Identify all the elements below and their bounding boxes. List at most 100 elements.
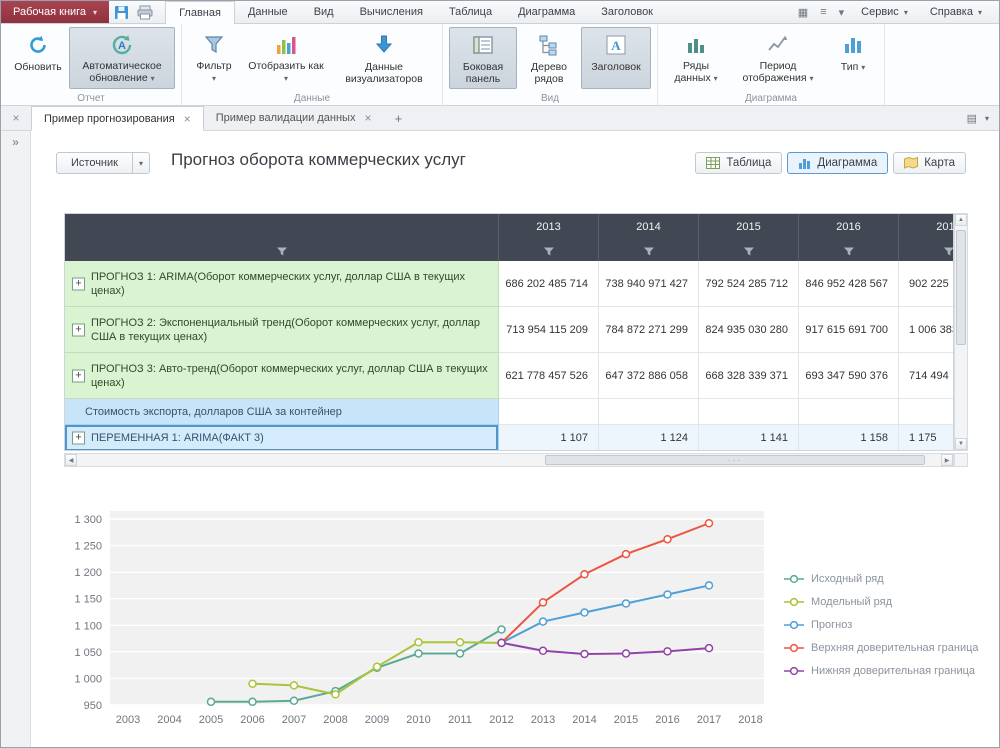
- document-tab[interactable]: Пример прогнозирования ×: [31, 106, 204, 131]
- filter-icon[interactable]: [943, 247, 954, 256]
- save-button[interactable]: [109, 1, 133, 23]
- filter-icon[interactable]: [543, 247, 554, 256]
- horizontal-scroll-thumb[interactable]: ···: [545, 455, 925, 465]
- vertical-scroll-thumb[interactable]: [956, 230, 966, 345]
- chevron-down-icon[interactable]: ▾: [131, 153, 149, 173]
- print-preview-button[interactable]: [133, 1, 157, 23]
- filter-icon[interactable]: [276, 247, 287, 256]
- data-series-button[interactable]: Ряды данных ▾: [664, 27, 728, 89]
- scroll-up-button[interactable]: ▲: [955, 214, 967, 226]
- workbook-menu-button[interactable]: Рабочая книга ▾: [1, 1, 110, 23]
- refresh-button[interactable]: Обновить: [7, 27, 69, 89]
- row-label-cell[interactable]: + ПРОГНОЗ 1: ARIMA(Оборот коммерческих ус…: [65, 261, 499, 307]
- table-cell[interactable]: 1 107: [499, 425, 599, 450]
- ribbon-tab[interactable]: Заголовок: [601, 6, 653, 18]
- menu-help[interactable]: Справка ▾: [929, 6, 982, 18]
- scroll-right-button[interactable]: ▶: [941, 454, 953, 466]
- scroll-left-button[interactable]: ◀: [65, 454, 77, 466]
- chart-type-button[interactable]: Тип ▾: [828, 27, 878, 89]
- legend-marker-icon: [784, 574, 804, 583]
- column-header[interactable]: 2013: [499, 214, 599, 261]
- table-cell[interactable]: 824 935 030 280: [699, 307, 799, 353]
- chevron-down-icon[interactable]: ▾: [984, 113, 989, 123]
- menu-service[interactable]: Сервис ▾: [861, 6, 908, 18]
- column-header[interactable]: 2017: [899, 214, 954, 261]
- view-map-button[interactable]: Карта: [893, 152, 966, 174]
- display-as-button[interactable]: Отобразить как ▾: [240, 27, 332, 89]
- table-cell[interactable]: 784 872 271 299: [599, 307, 699, 353]
- layout-grid-icon[interactable]: ▦: [797, 6, 809, 19]
- scroll-down-button[interactable]: ▼: [955, 438, 967, 450]
- expand-icon[interactable]: +: [72, 369, 85, 382]
- table-cell[interactable]: 647 372 886 058: [599, 353, 699, 399]
- table-cell[interactable]: 621 778 457 526: [499, 353, 599, 399]
- row-label-cell[interactable]: + ПЕРЕМЕННАЯ 1: ARIMA(ФАКТ 3): [65, 425, 499, 450]
- table-corner-header[interactable]: [65, 214, 499, 261]
- table-cell[interactable]: 693 347 590 376: [799, 353, 899, 399]
- table-cell[interactable]: 738 940 971 427: [599, 261, 699, 307]
- expand-icon[interactable]: +: [72, 323, 85, 336]
- expand-panel-icon[interactable]: »: [12, 135, 19, 149]
- table-cell[interactable]: 713 954 115 209: [499, 307, 599, 353]
- filter-icon[interactable]: [743, 247, 754, 256]
- series-tree-button[interactable]: Дерево рядов: [517, 27, 581, 89]
- close-tab-icon[interactable]: ×: [364, 111, 372, 125]
- display-period-button[interactable]: Период отображения ▾: [728, 27, 828, 89]
- table-cell[interactable]: 792 524 285 712: [699, 261, 799, 307]
- header-toggle-button[interactable]: A Заголовок: [581, 27, 651, 89]
- menu-icon[interactable]: ≡: [820, 6, 827, 18]
- table-cell[interactable]: 917 615 691 700: [799, 307, 899, 353]
- filter-icon[interactable]: [843, 247, 854, 256]
- side-panel-button[interactable]: Боковая панель: [449, 27, 517, 89]
- table-cell[interactable]: [499, 399, 599, 425]
- table-cell[interactable]: 846 952 428 567: [799, 261, 899, 307]
- close-icon[interactable]: ×: [12, 111, 20, 125]
- table-cell[interactable]: [799, 399, 899, 425]
- table-cell[interactable]: 1 124: [599, 425, 699, 450]
- row-label-cell[interactable]: Стоимость экспорта, долларов США за конт…: [65, 399, 499, 425]
- table-cell[interactable]: 902 225: [899, 261, 953, 307]
- filter-button[interactable]: Фильтр ▾: [188, 27, 240, 89]
- row-label-cell[interactable]: + ПРОГНОЗ 3: Авто-тренд(Оборот коммерческ…: [65, 353, 499, 399]
- table-vertical-scrollbar[interactable]: ▲ ▼: [954, 213, 968, 451]
- report-title: Прогноз оборота коммерческих услуг: [171, 150, 466, 169]
- column-header[interactable]: 2015: [699, 214, 799, 261]
- table-cell[interactable]: 1 158: [799, 425, 899, 450]
- table-cell[interactable]: 1 006 383: [899, 307, 953, 353]
- forecast-chart: 950 1 000 1 050 1 100 1 150 1 200 1 250 1 300 20…: [74, 511, 764, 726]
- new-tab-button[interactable]: +: [394, 110, 403, 126]
- close-tab-icon[interactable]: ×: [183, 111, 191, 126]
- table-cell[interactable]: 1 175: [899, 425, 953, 450]
- auto-refresh-button[interactable]: A Автоматическое обновление ▾: [69, 27, 175, 89]
- table-row: + ПРОГНОЗ 1: ARIMA(Оборот коммерческих ус…: [65, 261, 953, 307]
- ribbon-tab[interactable]: Данные: [247, 6, 288, 18]
- table-cell[interactable]: 714 494: [899, 353, 953, 399]
- expand-icon[interactable]: +: [72, 431, 85, 445]
- table-cell[interactable]: [599, 399, 699, 425]
- table-cell[interactable]: [899, 399, 953, 425]
- source-button[interactable]: Источник ▾: [56, 152, 150, 174]
- row-label-cell[interactable]: + ПРОГНОЗ 2: Экспоненциальный тренд(Оборо…: [65, 307, 499, 353]
- view-chart-button[interactable]: Диаграмма: [787, 152, 889, 174]
- collapsed-side-panel[interactable]: »: [1, 131, 31, 747]
- ribbon-tab[interactable]: Вычисления: [359, 6, 423, 18]
- column-header[interactable]: 2016: [799, 214, 899, 261]
- document-tab[interactable]: Пример валидации данных ×: [215, 111, 372, 125]
- ribbon-tab[interactable]: Таблица: [448, 6, 493, 18]
- ribbon-group-label: Отчет: [77, 93, 105, 104]
- column-header[interactable]: 2014: [599, 214, 699, 261]
- expand-icon[interactable]: +: [72, 277, 85, 290]
- chevron-down-icon[interactable]: ▾: [838, 6, 845, 19]
- table-cell[interactable]: 686 202 485 714: [499, 261, 599, 307]
- filter-icon[interactable]: [643, 247, 654, 256]
- tab-layout-icon[interactable]: ▤: [966, 112, 977, 125]
- visualizer-data-button[interactable]: Данные визуализаторов: [332, 27, 436, 89]
- ribbon-tab[interactable]: Диаграмма: [518, 6, 576, 18]
- table-cell[interactable]: [699, 399, 799, 425]
- table-cell[interactable]: 668 328 339 371: [699, 353, 799, 399]
- table-cell[interactable]: 1 141: [699, 425, 799, 450]
- view-table-button[interactable]: Таблица: [695, 152, 783, 174]
- table-horizontal-scrollbar[interactable]: ◀ ··· ▶: [64, 453, 954, 467]
- ribbon-tab[interactable]: Вид: [313, 6, 334, 18]
- ribbon-tab[interactable]: Главная: [165, 1, 235, 24]
